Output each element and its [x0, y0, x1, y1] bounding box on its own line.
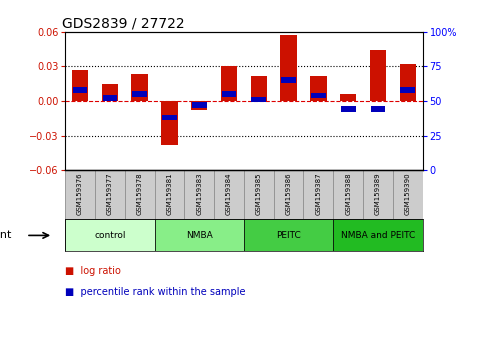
Bar [102, 84, 118, 101]
Text: GSM159384: GSM159384 [226, 172, 232, 215]
Bar [73, 87, 87, 93]
Text: ■  percentile rank within the sample: ■ percentile rank within the sample [65, 287, 246, 297]
Bar [333, 170, 363, 219]
Text: GDS2839 / 27722: GDS2839 / 27722 [62, 17, 184, 31]
Bar [393, 170, 423, 219]
Bar [281, 78, 296, 83]
Text: GSM159383: GSM159383 [196, 172, 202, 215]
Text: ■  log ratio: ■ log ratio [65, 266, 121, 275]
Bar [65, 219, 155, 251]
Bar [252, 97, 266, 102]
Text: GSM159389: GSM159389 [375, 172, 381, 215]
Bar [274, 170, 303, 219]
Text: GSM159390: GSM159390 [405, 172, 411, 215]
Text: GSM159388: GSM159388 [345, 172, 351, 215]
Bar [370, 107, 385, 112]
Bar [363, 170, 393, 219]
Bar [244, 219, 333, 251]
Bar [65, 170, 95, 219]
Bar [185, 170, 214, 219]
Bar [333, 219, 423, 251]
Bar [132, 91, 147, 97]
Text: GSM159386: GSM159386 [285, 172, 292, 215]
Bar [251, 76, 267, 101]
Bar [192, 102, 207, 108]
Text: agent: agent [0, 230, 12, 240]
Text: GSM159376: GSM159376 [77, 172, 83, 215]
Bar [125, 170, 155, 219]
Text: PEITC: PEITC [276, 231, 301, 240]
Bar [400, 87, 415, 93]
Bar [222, 91, 236, 97]
Text: NMBA and PEITC: NMBA and PEITC [341, 231, 415, 240]
Text: GSM159387: GSM159387 [315, 172, 321, 215]
Bar [340, 94, 356, 101]
Text: NMBA: NMBA [186, 231, 213, 240]
Bar [214, 170, 244, 219]
Bar [162, 115, 177, 120]
Bar [95, 170, 125, 219]
Bar [191, 101, 207, 110]
Bar [399, 64, 416, 101]
Bar [310, 76, 327, 101]
Text: GSM159378: GSM159378 [137, 172, 142, 215]
Bar [370, 50, 386, 101]
Bar [303, 170, 333, 219]
Bar [311, 93, 326, 98]
Bar [281, 35, 297, 101]
Text: control: control [94, 231, 126, 240]
Text: GSM159377: GSM159377 [107, 172, 113, 215]
Text: GSM159385: GSM159385 [256, 172, 262, 215]
Text: GSM159381: GSM159381 [167, 172, 172, 215]
Bar [244, 170, 274, 219]
Bar [341, 107, 355, 112]
Bar [102, 95, 117, 101]
Bar [161, 101, 178, 145]
Bar [221, 67, 237, 101]
Bar [155, 170, 185, 219]
Bar [72, 70, 88, 101]
Bar [155, 219, 244, 251]
Bar [131, 74, 148, 101]
